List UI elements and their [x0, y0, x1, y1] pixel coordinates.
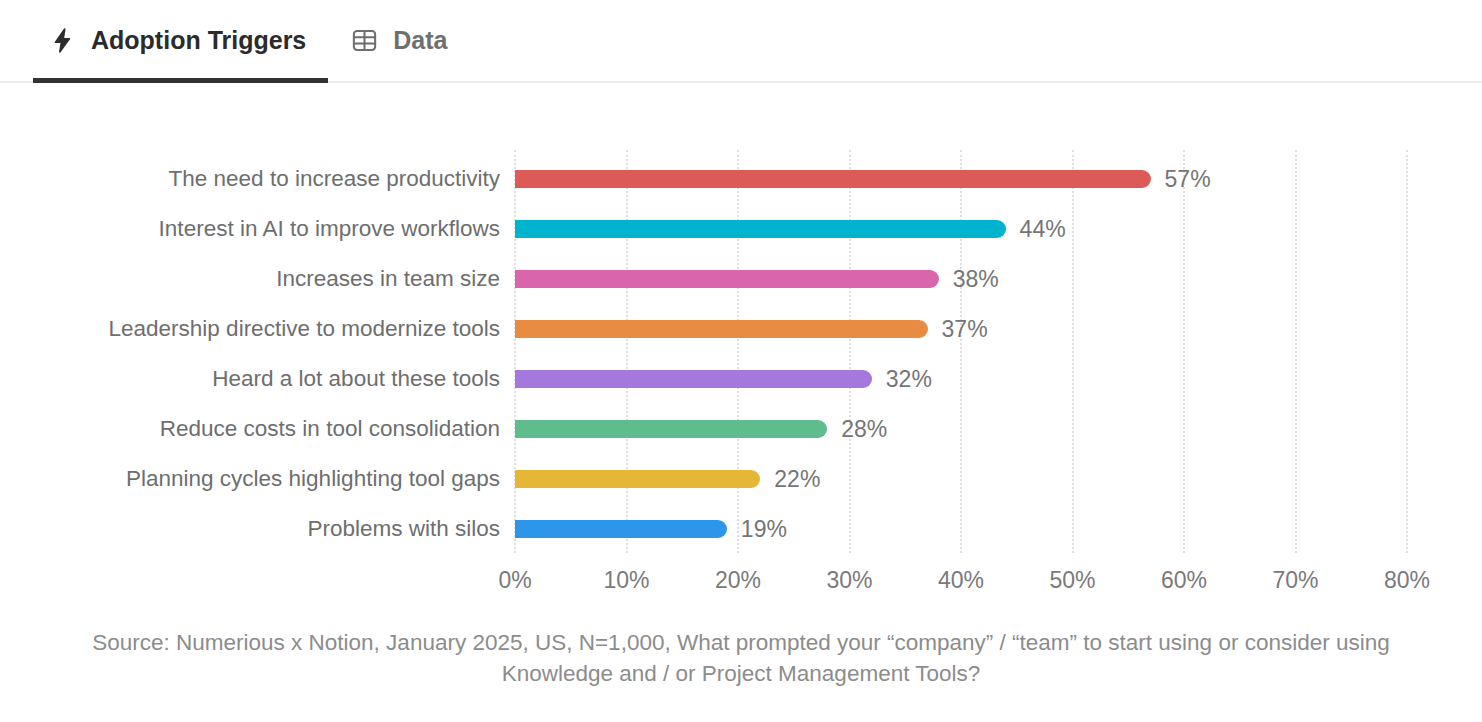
bar[interactable] [515, 270, 939, 288]
bar-row: Heard a lot about these tools 32% [515, 354, 1407, 404]
bar-row: Increases in team size 38% [515, 254, 1407, 304]
tab-label: Data [393, 26, 447, 55]
chart-rows: The need to increase productivity 57% In… [515, 154, 1407, 554]
category-label: Leadership directive to modernize tools [109, 316, 500, 342]
x-tick-label: 0% [498, 567, 531, 594]
bar-chart: The need to increase productivity 57% In… [515, 150, 1407, 553]
category-label: Planning cycles highlighting tool gaps [126, 466, 500, 492]
value-label: 19% [741, 516, 787, 543]
tabs-header: Adoption Triggers Data [0, 0, 1482, 83]
category-label: Interest in AI to improve workflows [159, 216, 500, 242]
tab-adoption-triggers[interactable]: Adoption Triggers [50, 0, 306, 81]
x-tick-label: 50% [1049, 567, 1095, 594]
value-label: 32% [886, 366, 932, 393]
bar[interactable] [515, 320, 928, 338]
x-tick-label: 40% [938, 567, 984, 594]
tab-label: Adoption Triggers [91, 26, 306, 55]
bar[interactable] [515, 520, 727, 538]
bar[interactable] [515, 170, 1151, 188]
value-label: 44% [1020, 216, 1066, 243]
category-label: Heard a lot about these tools [212, 366, 500, 392]
x-tick-label: 60% [1161, 567, 1207, 594]
bar-row: The need to increase productivity 57% [515, 154, 1407, 204]
bar-row: Leadership directive to modernize tools … [515, 304, 1407, 354]
bar[interactable] [515, 370, 872, 388]
category-label: The need to increase productivity [169, 166, 500, 192]
category-label: Reduce costs in tool consolidation [160, 416, 500, 442]
value-label: 37% [942, 316, 988, 343]
table-icon [350, 26, 379, 55]
bar-row: Planning cycles highlighting tool gaps 2… [515, 454, 1407, 504]
bar-row: Reduce costs in tool consolidation 28% [515, 404, 1407, 454]
lightning-bolt-icon [50, 26, 77, 55]
bar-row: Interest in AI to improve workflows 44% [515, 204, 1407, 254]
value-label: 38% [953, 266, 999, 293]
x-tick-label: 70% [1272, 567, 1318, 594]
category-label: Increases in team size [276, 266, 500, 292]
value-label: 57% [1165, 166, 1211, 193]
category-label: Problems with silos [307, 516, 500, 542]
x-tick-label: 30% [826, 567, 872, 594]
bar[interactable] [515, 220, 1006, 238]
tab-data[interactable]: Data [350, 0, 447, 81]
x-tick-label: 10% [603, 567, 649, 594]
bar[interactable] [515, 470, 760, 488]
value-label: 22% [774, 466, 820, 493]
x-tick-label: 20% [715, 567, 761, 594]
bar-row: Problems with silos 19% [515, 504, 1407, 554]
x-tick-label: 80% [1384, 567, 1430, 594]
source-note: Source: Numerious x Notion, January 2025… [70, 627, 1412, 689]
bar[interactable] [515, 420, 827, 438]
value-label: 28% [841, 416, 887, 443]
x-axis-tick-labels: 0%10%20%30%40%50%60%70%80% [515, 567, 1407, 597]
